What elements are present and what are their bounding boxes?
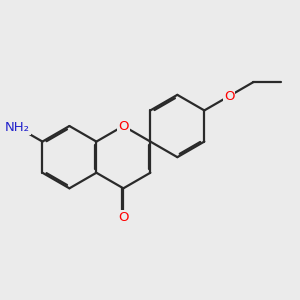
Text: O: O [118, 119, 129, 133]
Text: NH₂: NH₂ [5, 121, 30, 134]
Text: O: O [118, 212, 129, 224]
Text: O: O [224, 90, 234, 103]
